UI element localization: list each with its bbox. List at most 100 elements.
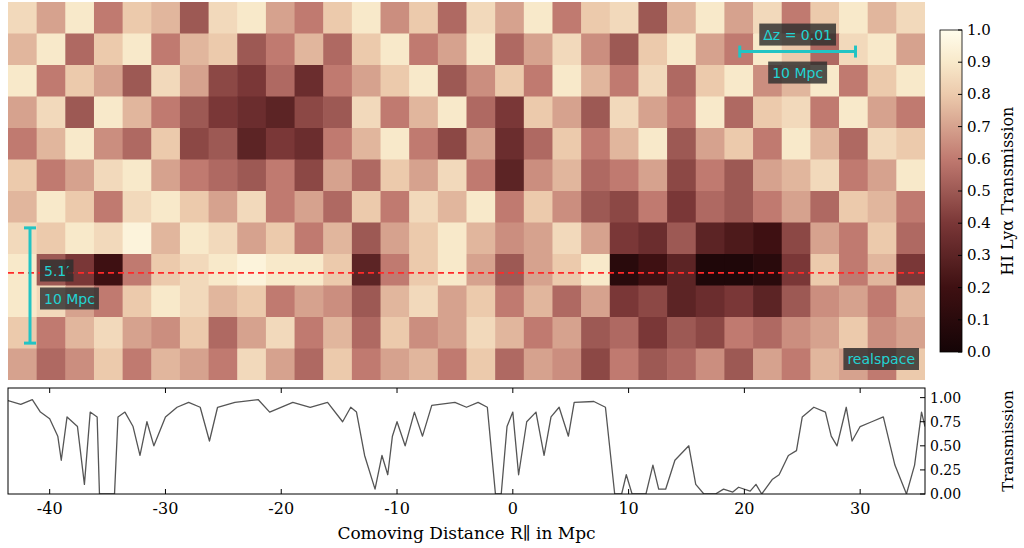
heat-cell	[667, 191, 696, 223]
label-background	[759, 24, 836, 46]
scale-bar-cap	[854, 46, 857, 58]
heat-cell	[151, 160, 180, 192]
heat-cell	[667, 160, 696, 192]
heat-cell	[696, 317, 725, 349]
heat-cell	[409, 34, 438, 66]
heat-cell	[896, 97, 925, 129]
heat-cell	[295, 65, 324, 97]
heat-cell	[896, 223, 925, 255]
heat-cell	[868, 191, 897, 223]
heat-cell	[610, 128, 639, 160]
y-tick	[920, 421, 925, 422]
heat-cell	[438, 128, 467, 160]
heat-cell	[237, 97, 266, 129]
heat-cell	[552, 317, 581, 349]
heat-cell	[782, 317, 811, 349]
heat-cell	[638, 2, 667, 34]
colorbar-tick-label: 0.5	[967, 182, 991, 200]
heat-cell	[65, 128, 94, 160]
heat-cell	[696, 34, 725, 66]
heat-cell	[352, 65, 381, 97]
heat-cell	[180, 97, 209, 129]
heat-cell	[8, 317, 37, 349]
heat-cell	[696, 160, 725, 192]
heat-cell	[610, 65, 639, 97]
heat-cell	[323, 2, 352, 34]
heat-cell	[524, 65, 553, 97]
heat-cell	[438, 2, 467, 34]
heat-cell	[37, 34, 66, 66]
heat-cell	[868, 286, 897, 318]
heat-cell	[381, 128, 410, 160]
heat-cell	[8, 223, 37, 255]
label-box: 10 Mpc	[40, 288, 99, 310]
heat-cell	[438, 223, 467, 255]
heat-cell	[37, 349, 66, 381]
heat-cell	[352, 286, 381, 318]
line-series	[8, 400, 925, 494]
heat-cell	[782, 128, 811, 160]
heat-cell	[151, 97, 180, 129]
colorbar-tick-label: 0.3	[967, 246, 991, 264]
heat-cell	[295, 34, 324, 66]
heat-cell	[696, 2, 725, 34]
heat-cell	[552, 160, 581, 192]
heat-cell	[409, 2, 438, 34]
heat-cell	[524, 2, 553, 34]
heat-cell	[94, 128, 123, 160]
heat-cell	[381, 34, 410, 66]
heat-cell	[65, 34, 94, 66]
heat-cell	[495, 191, 524, 223]
heat-cell	[266, 65, 295, 97]
heat-cell	[295, 2, 324, 34]
heat-cell	[209, 160, 238, 192]
heat-cell	[94, 317, 123, 349]
heat-cell	[810, 317, 839, 349]
heat-cell	[409, 128, 438, 160]
x-tick	[49, 489, 50, 494]
heat-cell	[65, 65, 94, 97]
colorbar-tick-label: 0.8	[967, 85, 991, 103]
heat-cell	[839, 286, 868, 318]
heat-cell	[123, 97, 152, 129]
heat-cell	[524, 191, 553, 223]
y-tick	[920, 445, 925, 446]
heat-cell	[610, 2, 639, 34]
heat-cell	[123, 2, 152, 34]
heat-cell	[467, 97, 496, 129]
heat-cell	[180, 65, 209, 97]
heat-cell	[868, 34, 897, 66]
heat-cell	[581, 65, 610, 97]
heat-cell	[295, 97, 324, 129]
label-background	[843, 348, 919, 370]
heat-cell	[180, 160, 209, 192]
colorbar-tick	[958, 62, 962, 63]
heat-cell	[323, 65, 352, 97]
heat-cell	[753, 317, 782, 349]
heat-cell	[209, 286, 238, 318]
heat-cell	[896, 317, 925, 349]
label-box: 5.1′	[40, 260, 73, 282]
heat-cell	[237, 223, 266, 255]
x-tick	[628, 388, 629, 393]
heat-cell	[180, 286, 209, 318]
heat-cell	[8, 34, 37, 66]
heat-cell	[381, 2, 410, 34]
x-tick-label: -20	[268, 499, 294, 518]
label-background	[40, 260, 73, 282]
heat-cell	[94, 65, 123, 97]
heat-cell	[381, 349, 410, 381]
heat-cell	[495, 2, 524, 34]
heat-cell	[667, 34, 696, 66]
heat-cell	[409, 223, 438, 255]
heat-cell	[180, 223, 209, 255]
heat-cell	[151, 317, 180, 349]
heat-cell	[381, 286, 410, 318]
heat-cell	[724, 349, 753, 381]
heat-cell	[524, 349, 553, 381]
scale-bar-cap	[24, 342, 36, 345]
heat-cell	[524, 286, 553, 318]
heat-cell	[37, 160, 66, 192]
heat-cell	[123, 286, 152, 318]
heat-cell	[581, 97, 610, 129]
